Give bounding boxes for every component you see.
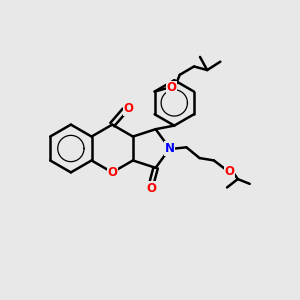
Text: O: O (123, 102, 133, 115)
Text: O: O (224, 164, 234, 178)
Text: O: O (107, 166, 117, 179)
Text: O: O (146, 182, 156, 195)
Text: O: O (166, 82, 176, 94)
Text: N: N (165, 142, 175, 155)
